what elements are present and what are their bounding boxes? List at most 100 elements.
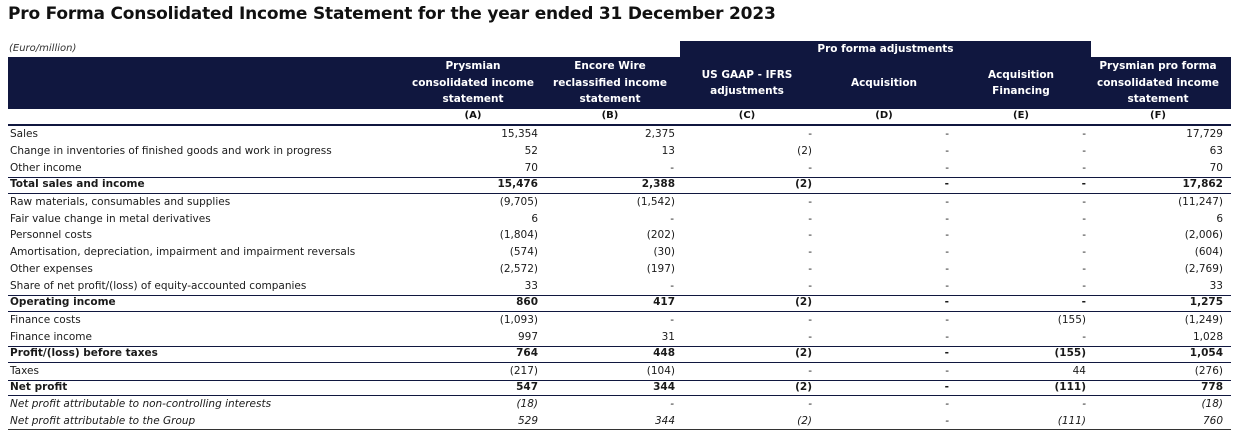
row-value: (2) [795, 380, 812, 393]
unit-label: (Euro/million) [9, 43, 77, 54]
row-value: 1,028 [1192, 330, 1223, 343]
row-value: 778 [1201, 380, 1223, 393]
row-value: - [1082, 246, 1086, 259]
row-label: Finance costs [10, 313, 81, 326]
column-header-line: statement [442, 93, 504, 106]
header-rule [8, 124, 1231, 126]
row-value: (104) [646, 364, 675, 377]
row-value: - [1082, 280, 1086, 293]
row-value: - [945, 364, 949, 377]
row-value: (197) [646, 263, 675, 276]
row-value: - [945, 229, 949, 242]
row-value: 997 [517, 330, 538, 343]
column-header-line: adjustments [710, 85, 784, 97]
row-label: Taxes [10, 364, 39, 377]
row-value: 31 [661, 330, 675, 343]
row-value: - [670, 313, 674, 326]
column-header-6: Prysmian pro forma consolidated income sta… [1091, 57, 1226, 109]
row-value: 70 [1209, 161, 1223, 174]
row-value: - [1082, 212, 1086, 225]
row-value: 1,275 [1189, 296, 1223, 308]
column-header-line: Financing [992, 85, 1050, 97]
row-value: - [945, 195, 949, 208]
row-value: 52 [524, 144, 538, 157]
row-value: - [670, 280, 674, 293]
row-value: - [670, 161, 674, 174]
row-value: 17,729 [1186, 128, 1223, 140]
row-value: - [945, 313, 949, 326]
row-value: - [808, 195, 812, 208]
header-band [8, 57, 1231, 109]
row-label: Sales [10, 128, 38, 140]
row-value: - [945, 330, 949, 343]
column-header-line: Acquisition [987, 68, 1055, 81]
column-letters-row: (A) (B) (C) (D) (E) (F) [0, 110, 1234, 124]
row-value: (111) [1057, 415, 1086, 428]
row-value: - [944, 346, 949, 359]
row-value: - [808, 161, 812, 174]
row-value: (2) [797, 144, 812, 157]
column-header-3: US GAAP - IFRS adjustments [680, 57, 815, 109]
column-header-line: Acquisition [850, 76, 918, 89]
row-value: 13 [661, 144, 675, 157]
table-row: Change in inventories of finished goods … [8, 143, 1231, 160]
column-letter: (F) [1150, 110, 1166, 121]
row-value: 15,354 [501, 128, 538, 140]
row-value: 860 [516, 296, 538, 308]
row-value: - [945, 161, 949, 174]
row-value: 764 [516, 346, 538, 359]
row-value: 547 [516, 380, 538, 393]
row-value: - [808, 398, 812, 411]
row-value: - [808, 212, 812, 225]
row-value: - [945, 398, 949, 411]
column-header-line: statement [579, 93, 641, 106]
column-header-line: Prysmian pro forma [1099, 60, 1217, 73]
row-value: (217) [509, 364, 538, 377]
row-value: (276) [1194, 364, 1223, 377]
table-row: Operating income 860 417 (2) - - 1,275 [8, 295, 1231, 312]
row-value: (604) [1194, 246, 1223, 259]
column-header-1: Prysmian consolidated income statement [406, 57, 541, 109]
table-row: Share of net profit/(loss) of equity-acc… [8, 278, 1231, 295]
row-label: Total sales and income [10, 177, 145, 190]
table-row: Profit/(loss) before taxes 764 448 (2) - (155… [8, 345, 1231, 363]
row-value: 6 [1216, 212, 1223, 225]
row-value: - [945, 280, 949, 293]
row-value: (2,572) [499, 263, 538, 276]
row-value: 17,862 [1182, 177, 1223, 190]
column-header-line: Encore Wire [574, 60, 646, 73]
row-value: 15,476 [497, 177, 538, 190]
adjustments-band: Pro forma adjustments [680, 41, 1091, 57]
row-value: - [945, 246, 949, 259]
table-row: Sales 15,354 2,375 - - - 17,729 [8, 126, 1231, 143]
row-value: 344 [654, 415, 675, 428]
row-value: - [808, 128, 812, 140]
table-row: Finance income 997 31 - - - 1,028 [8, 329, 1231, 346]
column-header-line: consolidated income [411, 76, 535, 89]
row-value: (18) [516, 398, 538, 411]
row-value: - [1082, 263, 1086, 276]
column-header-line: Prysmian [445, 60, 501, 73]
row-value: - [670, 212, 674, 225]
row-value: - [1082, 128, 1086, 140]
column-header-5: Acquisition Financing [954, 57, 1089, 109]
row-value: 44 [1072, 364, 1086, 377]
row-value: - [944, 380, 949, 393]
row-label: Other expenses [10, 263, 93, 276]
table-row: Net profit attributable to the Group 529 3… [8, 413, 1231, 431]
row-value: - [945, 415, 949, 428]
row-label: Personnel costs [10, 229, 92, 242]
column-header-line: statement [1127, 93, 1189, 106]
row-value: 70 [524, 161, 538, 174]
table-row: Net profit attributable to non-controlli… [8, 396, 1231, 413]
column-letter: (C) [738, 110, 756, 121]
row-label: Amortisation, depreciation, impairment a… [10, 246, 356, 259]
row-value: - [1081, 296, 1086, 308]
table-row: Total sales and income 15,476 2,388 (2) - - 17… [8, 176, 1231, 194]
row-value: - [1082, 330, 1086, 343]
row-value: (1,249) [1184, 313, 1223, 326]
row-value: (2) [795, 346, 812, 359]
row-value: 2,375 [644, 128, 675, 140]
row-value: 33 [1209, 280, 1223, 293]
row-value: (2,006) [1184, 229, 1223, 242]
